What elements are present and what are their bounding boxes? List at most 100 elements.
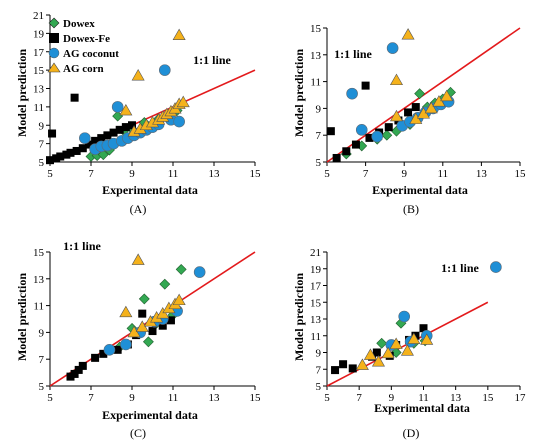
- x-tick-label-b: 5: [324, 168, 330, 180]
- dowex-fe-point-a: [56, 152, 65, 161]
- dowex-fe-point-d: [348, 364, 357, 373]
- one-to-one-label-b: 1:1 line: [334, 47, 372, 61]
- x-tick-label-b: 13: [476, 168, 488, 180]
- y-tick-label-a: 15: [33, 65, 45, 77]
- y-tick-label-b: 11: [310, 77, 321, 89]
- x-tick-label-a: 13: [209, 168, 221, 180]
- legend-dowex-fe-label: Dowex-Fe: [63, 33, 110, 45]
- y-tick-label-c: 15: [33, 247, 45, 259]
- x-tick-label-a: 7: [88, 168, 94, 180]
- dowex-fe-point-b: [342, 147, 351, 156]
- dowex-fe-point-a: [66, 148, 75, 157]
- ag-corn-point-d: [371, 355, 385, 367]
- y-tick-label-b: 7: [316, 130, 322, 142]
- ag-coconut-point-c: [193, 266, 206, 278]
- y-tick-label-d: 7: [316, 364, 322, 376]
- x-tick-label-c: 5: [47, 392, 53, 404]
- y-tick-label-a: 7: [39, 139, 45, 151]
- ag-coconut-point-d: [490, 261, 502, 273]
- x-tick-label-a: 11: [168, 168, 179, 180]
- y-tick-label-c: 11: [33, 301, 44, 313]
- panel-d: Model prediction Experimental data 1:1 l…: [292, 247, 526, 440]
- dowex-fe-point-d: [372, 348, 381, 357]
- x-tick-label-d: 11: [418, 392, 429, 404]
- one-to-one-label-c: 1:1 line: [63, 239, 101, 253]
- dowex-fe-point-a: [62, 150, 71, 159]
- ag-coconut-point-b: [371, 130, 383, 143]
- ag-corn-point-b: [440, 89, 454, 102]
- y-tick-label-d: 11: [310, 331, 321, 343]
- ag-corn-point-d: [407, 332, 421, 344]
- x-tick-label-d: 13: [450, 392, 462, 404]
- dowex-fe-point-d: [339, 360, 348, 369]
- ylabel-c: Model prediction: [15, 273, 29, 361]
- dowex-fe-point-b: [326, 127, 335, 136]
- y-tick-label-a: 19: [33, 28, 45, 40]
- x-tick-label-c: 9: [129, 392, 135, 404]
- y-tick-label-d: 21: [310, 247, 321, 259]
- panel-a: Model prediction Experimental data 1:1 l…: [15, 10, 261, 216]
- dowex-fe-point-a: [91, 136, 100, 145]
- ag-coconut-point-c: [103, 344, 116, 356]
- xlabel-c: Experimental data: [102, 408, 198, 422]
- ag-corn-point-b: [389, 73, 403, 86]
- dowex-fe-point-a: [48, 129, 57, 138]
- ag-coconut-point-a: [159, 64, 171, 76]
- x-tick-label-c: 13: [209, 392, 221, 404]
- dowex-fe-point-a: [84, 140, 93, 149]
- x-tick-label-d: 5: [324, 392, 330, 404]
- y-tick-label-c: 9: [39, 327, 45, 339]
- ag-corn-point-a: [131, 69, 145, 81]
- ylabel-a: Model prediction: [15, 49, 29, 137]
- dowex-fe-point-a: [46, 156, 54, 165]
- panel-label-a: (A): [130, 202, 147, 216]
- xlabel-a: Experimental data: [102, 183, 198, 197]
- dowex-fe-point-a: [78, 144, 87, 153]
- one-to-one-label-a: 1:1 line: [193, 53, 231, 67]
- dowex-fe-point-c: [70, 369, 79, 378]
- ag-corn-point-b: [401, 28, 415, 40]
- ag-coconut-point-b: [346, 87, 358, 100]
- dowex-point-b: [414, 88, 426, 100]
- legend-ag-coconut-marker: [48, 47, 60, 59]
- x-tick-label-a: 5: [47, 168, 53, 180]
- dowex-point-d: [390, 347, 402, 358]
- legend-a: Dowex Dowex-Fe AG coconut AG corn: [47, 17, 119, 75]
- x-tick-label-b: 7: [363, 168, 369, 180]
- x-tick-label-a: 15: [250, 168, 262, 180]
- y-tick-label-b: 15: [310, 23, 322, 35]
- dowex-point-c: [159, 278, 171, 290]
- dowex-point-b: [381, 129, 393, 141]
- xlabel-b: Experimental data: [372, 183, 468, 197]
- dowex-fe-point-b: [332, 153, 341, 162]
- dowex-fe-point-b: [411, 103, 420, 112]
- y-tick-label-d: 13: [310, 314, 322, 326]
- ag-corn-point-d: [381, 346, 395, 359]
- dowex-fe-point-c: [91, 353, 100, 362]
- ag-coconut-point-d: [398, 310, 411, 323]
- x-tick-label-d: 15: [482, 392, 494, 404]
- y-tick-label-d: 9: [316, 348, 322, 360]
- ylabel-b: Model prediction: [292, 49, 306, 137]
- dowex-point-c: [142, 336, 154, 348]
- ag-coconut-point-b: [355, 124, 368, 136]
- y-tick-label-b: 5: [316, 157, 322, 169]
- legend-dowex-marker: [48, 17, 60, 29]
- dowex-fe-point-a: [52, 154, 61, 163]
- dowex-point-c: [138, 293, 150, 305]
- y-tick-label-a: 13: [33, 84, 45, 96]
- ag-corn-point-c: [172, 293, 186, 306]
- ylabel-d: Model prediction: [292, 273, 306, 361]
- ag-corn-point-d: [363, 348, 377, 360]
- y-tick-label-a: 11: [33, 102, 44, 114]
- ag-coconut-point-a: [79, 132, 91, 144]
- panel-label-d: (D): [403, 426, 420, 440]
- ag-corn-point-c: [119, 305, 133, 318]
- y-tick-label-c: 7: [39, 354, 45, 366]
- x-tick-label-b: 11: [438, 168, 449, 180]
- x-tick-label-c: 7: [88, 392, 94, 404]
- ag-corn-point-a: [119, 103, 133, 116]
- dowex-fe-point-a: [115, 125, 124, 134]
- x-tick-label-c: 15: [250, 392, 262, 404]
- dowex-fe-point-a: [103, 131, 112, 140]
